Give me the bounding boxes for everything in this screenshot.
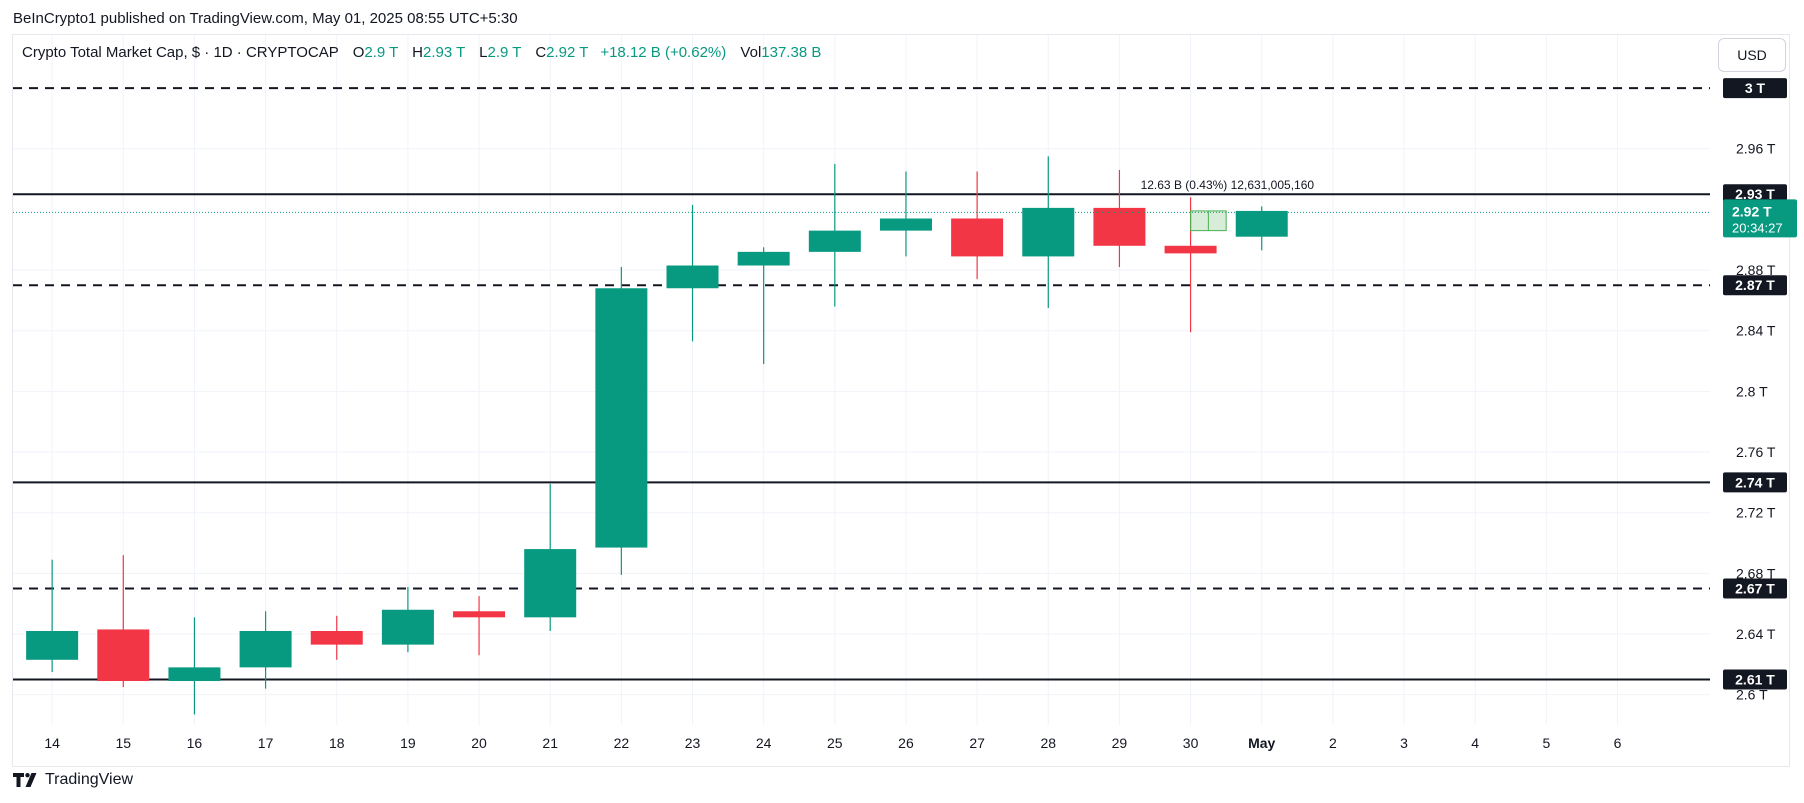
candle-body[interactable] — [808, 230, 861, 252]
x-tick-label: 28 — [1040, 735, 1056, 751]
candle-body[interactable] — [381, 609, 434, 645]
level-price-tag-text: 2.87 T — [1735, 277, 1775, 293]
symbol-title: Crypto Total Market Cap, $ · 1D · CRYPTO… — [22, 44, 339, 61]
x-tick-label: 16 — [187, 735, 203, 751]
level-price-tag-text: 2.93 T — [1735, 186, 1775, 202]
symbol-legend: Crypto Total Market Cap, $ · 1D · CRYPTO… — [22, 44, 821, 61]
y-tick-label: 2.88 T — [1736, 262, 1776, 278]
level-price-tag: 2.67 T — [1723, 578, 1787, 599]
x-tick-label: 25 — [827, 735, 843, 751]
x-tick-label: 29 — [1112, 735, 1128, 751]
candle-body[interactable] — [1164, 245, 1217, 254]
x-tick-label: 15 — [115, 735, 131, 751]
x-tick-label: May — [1248, 735, 1275, 751]
candle-body[interactable] — [310, 630, 363, 645]
close-label: C — [535, 44, 547, 61]
x-tick-label: 17 — [258, 735, 274, 751]
x-tick-label: 3 — [1400, 735, 1408, 751]
currency-button[interactable]: USD — [1718, 38, 1786, 72]
candle-body[interactable] — [453, 611, 506, 618]
overlay-layer: 12.63 B (0.43%) 12,631,005,160 — [13, 178, 1710, 232]
low-label: L — [479, 44, 488, 61]
change-value: +18.12 B (+0.62%) — [600, 44, 727, 61]
level-price-tag-bg — [1723, 275, 1787, 296]
low-value: 2.9 T — [487, 44, 522, 61]
y-tick-label: 2.96 T — [1736, 141, 1776, 157]
level-price-tag-bg — [1723, 472, 1787, 493]
tradingview-logo-icon — [13, 773, 37, 787]
candle-body[interactable] — [595, 288, 648, 548]
countdown-timer: 20:34:27 — [1732, 220, 1783, 235]
level-price-tag-bg — [1723, 669, 1787, 690]
y-tick-label: 2.68 T — [1736, 565, 1776, 581]
grid-layer — [13, 35, 1710, 725]
x-tick-label: 27 — [969, 735, 985, 751]
candle-layer — [0, 156, 1288, 715]
x-tick-label: 2 — [1329, 735, 1337, 751]
x-tick-label: 18 — [329, 735, 345, 751]
open-value: 2.9 T — [364, 44, 398, 61]
chart-frame — [12, 34, 1790, 767]
candle-body[interactable] — [879, 218, 932, 231]
x-tick-label: 5 — [1542, 735, 1550, 751]
candle-body[interactable] — [0, 581, 7, 660]
x-tick-label: 19 — [400, 735, 416, 751]
x-tick-label: 4 — [1471, 735, 1479, 751]
close-value: 2.92 T — [546, 44, 589, 61]
high-value: 2.93 T — [423, 44, 465, 61]
candle-body[interactable] — [239, 630, 292, 668]
footer-brand-label: TradingView — [45, 771, 134, 788]
y-tick-label: 2.84 T — [1736, 323, 1776, 339]
y-tick-label: 2.64 T — [1736, 626, 1776, 642]
candle-body[interactable] — [168, 667, 221, 682]
y-tick-label: 2.76 T — [1736, 444, 1776, 460]
x-tick-label: 24 — [756, 735, 772, 751]
current-price-tag: 2.92 T20:34:27 — [1723, 199, 1797, 238]
candle-body[interactable] — [737, 251, 790, 266]
x-tick-label: 14 — [44, 735, 60, 751]
x-tick-label: 22 — [614, 735, 630, 751]
level-price-tag: 2.61 T — [1723, 669, 1787, 690]
x-tick-label: 21 — [542, 735, 558, 751]
x-tick-label: 6 — [1614, 735, 1622, 751]
axis-layer: 2.96 T 2.88 T 2.84 T 2.8 T 2.76 T 2.72 T 2.68 … — [44, 78, 1797, 751]
level-price-tag-bg — [1723, 578, 1787, 599]
candle-body[interactable] — [1022, 207, 1075, 257]
level-layer — [13, 87, 1710, 681]
candle-body[interactable] — [524, 549, 577, 618]
level-price-tag-text: 2.61 T — [1735, 672, 1775, 688]
candle-body[interactable] — [666, 265, 719, 289]
volume-value: 137.38 B — [761, 44, 822, 61]
volume-label: Vol — [740, 44, 762, 61]
level-price-tag-text: 3 T — [1745, 80, 1766, 96]
y-tick-label: 2.6 T — [1736, 687, 1768, 703]
x-tick-label: 23 — [685, 735, 701, 751]
open-label: O — [352, 44, 365, 61]
y-tick-label: 2.8 T — [1736, 383, 1768, 399]
candle-body[interactable] — [1235, 210, 1288, 237]
published-by-text: BeInCrypto1 published on TradingView.com… — [13, 10, 518, 27]
candle-body[interactable] — [1093, 207, 1146, 246]
level-price-tag: 2.93 T — [1723, 184, 1787, 205]
candle-body[interactable] — [26, 630, 79, 660]
x-tick-label: 30 — [1183, 735, 1199, 751]
x-tick-label: 20 — [471, 735, 487, 751]
level-price-tag-text: 2.67 T — [1735, 581, 1775, 597]
x-tick-label: 26 — [898, 735, 914, 751]
level-price-tag: 3 T — [1723, 78, 1787, 99]
level-price-tag: 2.87 T — [1723, 275, 1787, 296]
current-price-value: 2.92 T — [1732, 203, 1772, 219]
level-price-tag-text: 2.74 T — [1735, 474, 1775, 490]
level-price-tag-bg — [1723, 78, 1787, 99]
measure-label: 12.63 B (0.43%) 12,631,005,160 — [1141, 178, 1315, 192]
candle-body[interactable] — [97, 629, 150, 682]
high-label: H — [412, 44, 424, 61]
current-price-tag-bg — [1723, 199, 1797, 238]
footer-brand[interactable]: TradingView — [13, 771, 133, 789]
level-price-tag-bg — [1723, 184, 1787, 205]
y-tick-label: 2.72 T — [1736, 505, 1776, 521]
candle-body[interactable] — [951, 218, 1004, 257]
level-price-tag: 2.74 T — [1723, 472, 1787, 493]
